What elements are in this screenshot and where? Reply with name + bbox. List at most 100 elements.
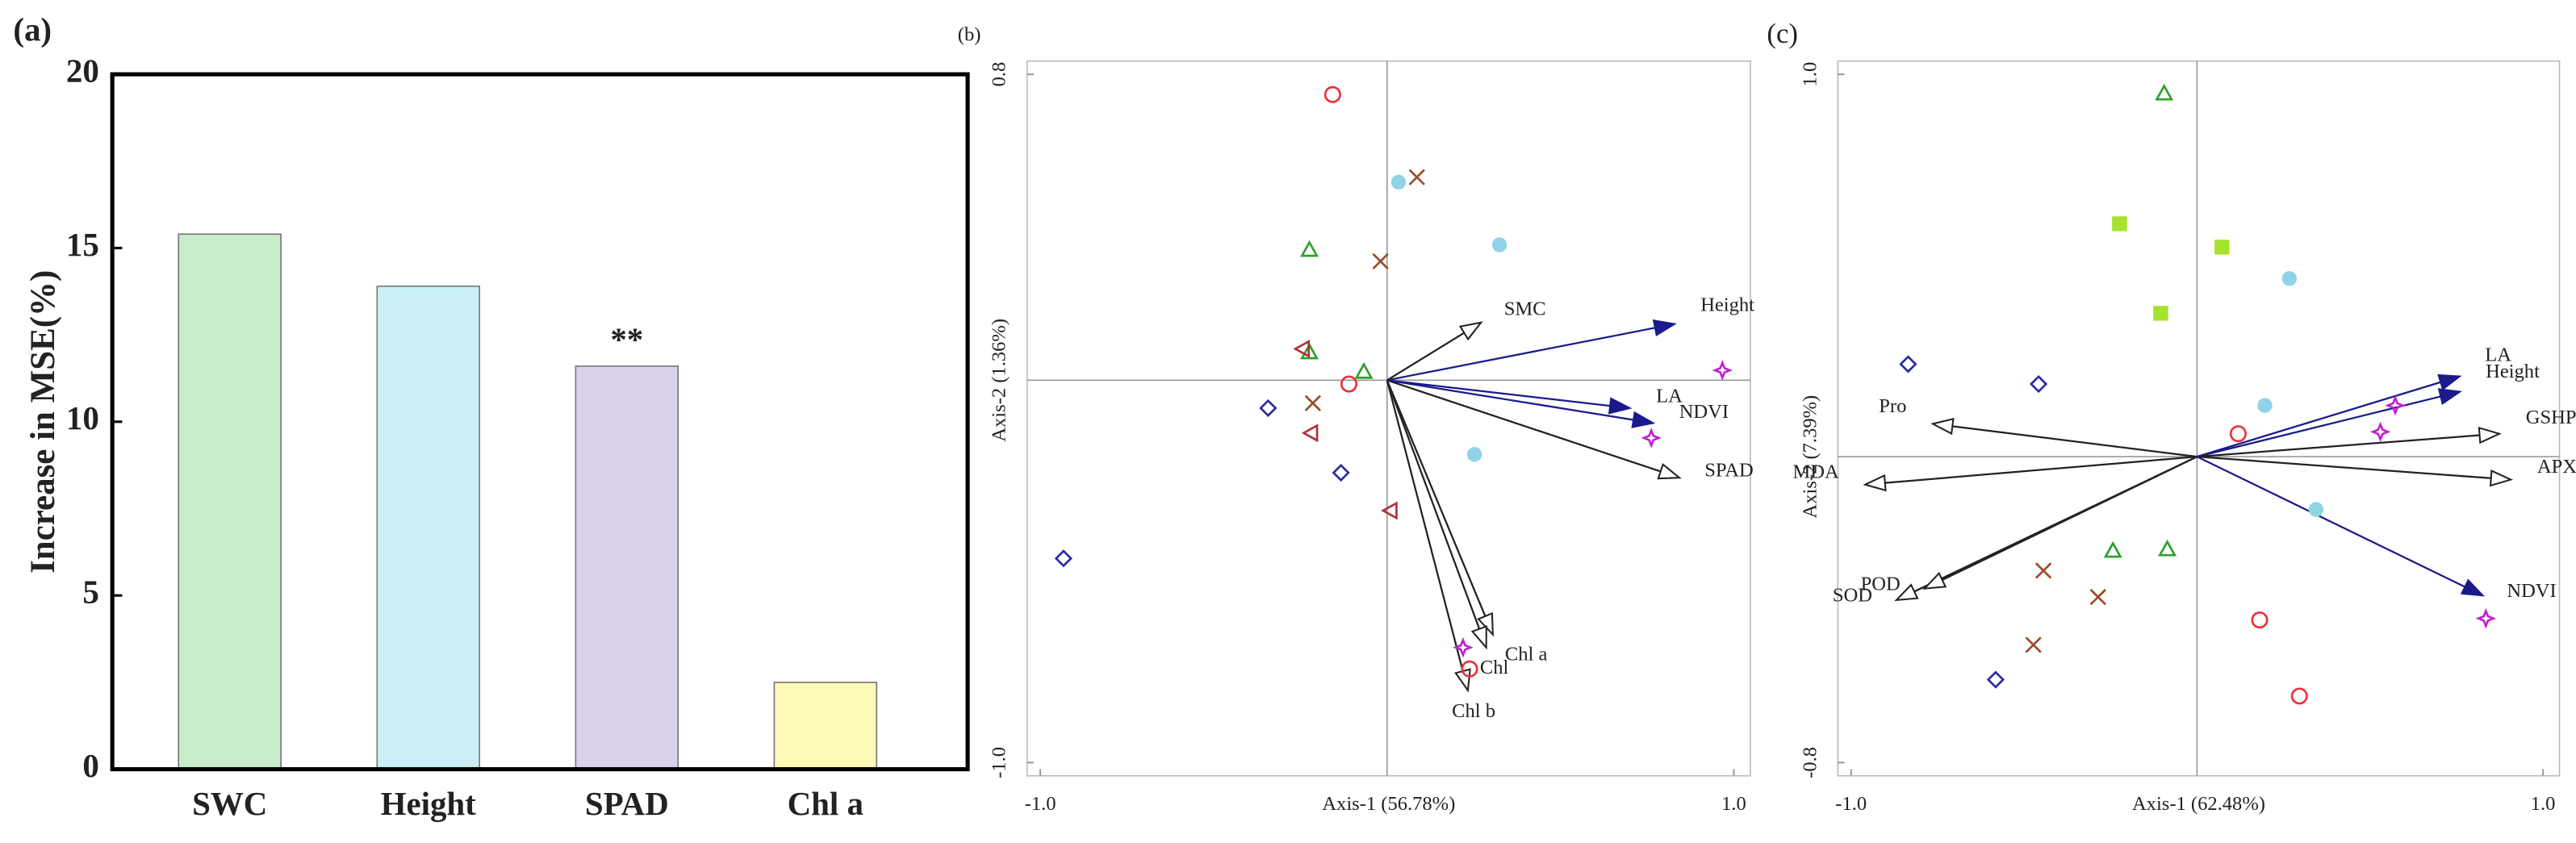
arrow-label: Height	[2486, 361, 2540, 382]
point	[1372, 252, 1389, 270]
panel-label: (b)	[958, 24, 981, 46]
y-tick-label: 10	[66, 400, 99, 436]
arrow-head	[1631, 411, 1656, 428]
arrow-shaft	[1386, 327, 1656, 382]
point	[1491, 237, 1508, 252]
arrow-shaft	[1386, 379, 1481, 630]
plot-frame	[1026, 60, 1751, 777]
point	[2369, 421, 2391, 443]
arrow-shaft	[1386, 379, 1611, 407]
point	[2308, 502, 2324, 517]
point	[2025, 636, 2042, 653]
bar	[178, 233, 282, 770]
y-tick-label: 1.0	[1799, 62, 1821, 87]
arrow-label: POD	[1861, 573, 1901, 595]
arrow-label: Chl b	[1452, 700, 1495, 722]
arrow-shaft	[1386, 379, 1662, 473]
point	[1332, 463, 1350, 482]
arrow-shaft	[1386, 379, 1487, 617]
plot-frame	[1837, 60, 2561, 777]
point	[2029, 374, 2048, 394]
arrow-head	[1930, 417, 1955, 436]
arrow-label: SMC	[1504, 298, 1546, 319]
arrow-label: Chl a	[1505, 644, 1548, 666]
x-tick-label: Chl a	[788, 786, 864, 822]
y-tick-label: 0	[82, 748, 98, 784]
point	[1259, 399, 1278, 418]
point	[2257, 398, 2273, 413]
arrow-head	[1863, 474, 1887, 492]
point	[1340, 375, 1358, 393]
point	[1641, 428, 1662, 449]
point	[2290, 687, 2308, 705]
arrow-label: NDVI	[1679, 401, 1729, 423]
x-axis-label: Axis-1 (56.78%)	[1322, 793, 1455, 815]
arrow-shaft	[2197, 434, 2480, 458]
plot-frame	[110, 72, 970, 772]
arrow-head	[2437, 388, 2463, 406]
x-tick-label: -1.0	[1835, 793, 1867, 815]
point	[1324, 86, 1341, 103]
point	[1054, 549, 1073, 568]
point	[2112, 216, 2127, 232]
arrow-label: MDA	[1792, 461, 1839, 482]
point	[1466, 447, 1482, 462]
arrow-shaft	[2197, 455, 2491, 479]
arrow-label: GSHPX	[2526, 407, 2576, 428]
arrow-head	[1652, 319, 1677, 337]
y-axis-label: Increase in MSE(%)	[24, 270, 62, 574]
arrow-label: LA	[1656, 385, 1683, 407]
point	[2385, 394, 2406, 416]
y-tick-label: -1.0	[989, 747, 1010, 778]
arrow-shaft	[1884, 455, 2198, 484]
panel-label: (c)	[1767, 18, 1798, 49]
point	[2251, 611, 2269, 629]
annotation: **	[610, 322, 643, 358]
point	[2089, 588, 2106, 606]
arrow-shaft	[2196, 456, 2465, 588]
x-tick-label: 1.0	[1721, 793, 1746, 815]
x-tick-label: SWC	[192, 786, 267, 822]
x-tick-label: -1.0	[1025, 793, 1056, 815]
point	[1899, 355, 1917, 374]
point	[2475, 607, 2497, 629]
arrow-shaft	[2197, 381, 2441, 458]
arrow-head	[1922, 571, 1947, 590]
arrow-shaft	[1952, 425, 2198, 458]
y-tick-label: -0.8	[1799, 747, 1821, 778]
arrow-head	[1608, 397, 1633, 415]
x-tick-label: SPAD	[585, 786, 669, 822]
arrow-head	[1657, 462, 1682, 480]
point	[2281, 271, 2298, 286]
point	[1304, 394, 1321, 411]
arrow-shaft	[1386, 379, 1634, 421]
y-tick-label: 0.8	[989, 62, 1010, 87]
point	[1381, 501, 1398, 520]
point	[2214, 240, 2230, 255]
bar	[376, 286, 480, 770]
x-tick-label: Height	[381, 786, 477, 822]
point	[2103, 540, 2122, 558]
arrow-shaft	[1386, 380, 1464, 672]
x-axis-label: Axis-1 (62.48%)	[2132, 793, 2265, 815]
point	[1986, 670, 2005, 689]
bar	[575, 365, 680, 770]
arrow-label: APX	[2537, 456, 2576, 478]
point	[2229, 425, 2247, 443]
point	[2034, 562, 2052, 579]
y-tick-label: 20	[66, 52, 99, 89]
point	[1390, 174, 1407, 190]
arrow-label: NDVI	[2507, 580, 2556, 602]
point	[1354, 361, 1374, 379]
y-axis-label: Axis-2 (7.39%)	[1799, 395, 1821, 519]
arrow-label: SOD	[1833, 584, 1872, 606]
panel-label: (a)	[13, 11, 52, 48]
arrow-shaft	[1942, 456, 2198, 581]
y-axis-label: Axis-2 (1.36%)	[989, 319, 1010, 442]
x-tick-label: 1.0	[2531, 793, 2556, 815]
arrow-label: Height	[1700, 294, 1754, 315]
y-tick-label: 15	[66, 227, 99, 263]
y-tick-label: 5	[82, 574, 98, 611]
point	[1453, 636, 1474, 658]
